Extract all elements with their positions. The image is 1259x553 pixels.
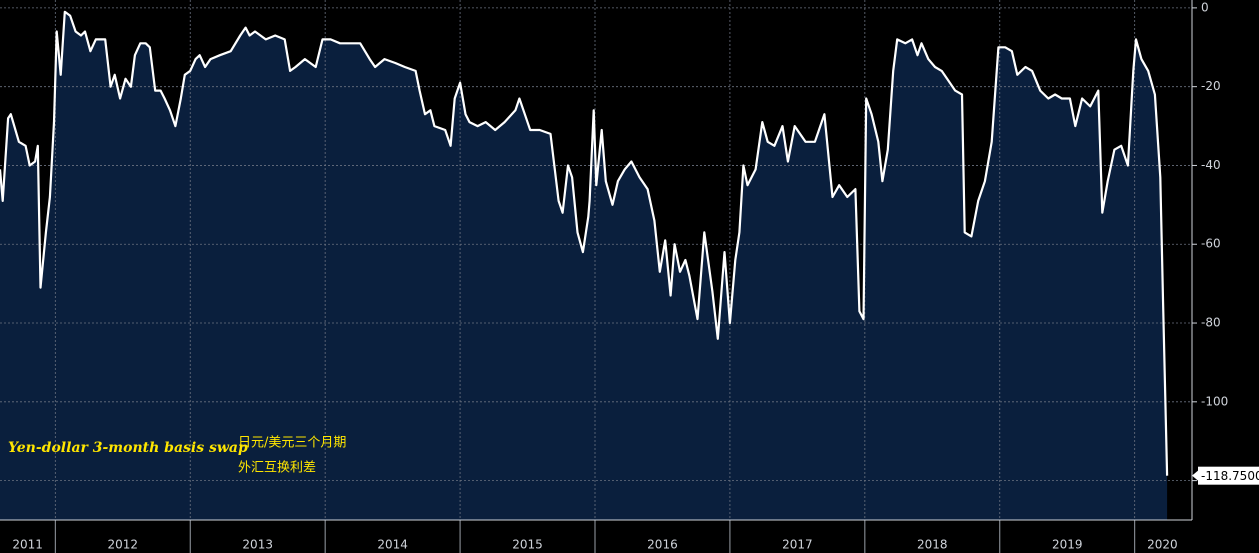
x-tick-label: 2018 — [917, 538, 948, 552]
y-tick-label: -40 — [1201, 158, 1221, 172]
x-tick-label: 2019 — [1052, 538, 1083, 552]
x-tick-label: 2014 — [377, 538, 408, 552]
last-value-label: -118.7500 — [1201, 469, 1259, 483]
y-tick-label: -80 — [1201, 316, 1221, 330]
x-tick-label: 2013 — [242, 538, 273, 552]
x-tick-label: 2015 — [512, 538, 543, 552]
y-tick-label: -100 — [1201, 394, 1228, 408]
y-tick-label: -60 — [1201, 237, 1221, 251]
area — [0, 11, 1168, 521]
annotation: 外汇互换利差 — [238, 461, 316, 476]
annotation: Yen-dollar 3-month basis swap — [8, 440, 248, 456]
annotation: 日元/美元三个月期 — [238, 436, 346, 451]
plot-area — [0, 0, 1190, 521]
last-value-pointer — [1192, 470, 1198, 481]
x-tick-label: 2017 — [782, 538, 813, 552]
x-tick-label: 2012 — [108, 538, 139, 552]
y-tick-label: -20 — [1201, 79, 1221, 93]
x-tick-label: 2016 — [647, 538, 678, 552]
line — [0, 10, 1169, 476]
x-tick-label: 2011 — [12, 538, 43, 552]
y-tick-label: 0 — [1201, 0, 1209, 14]
x-tick-label: 2020 — [1147, 538, 1178, 552]
last-value-box — [1198, 466, 1259, 485]
